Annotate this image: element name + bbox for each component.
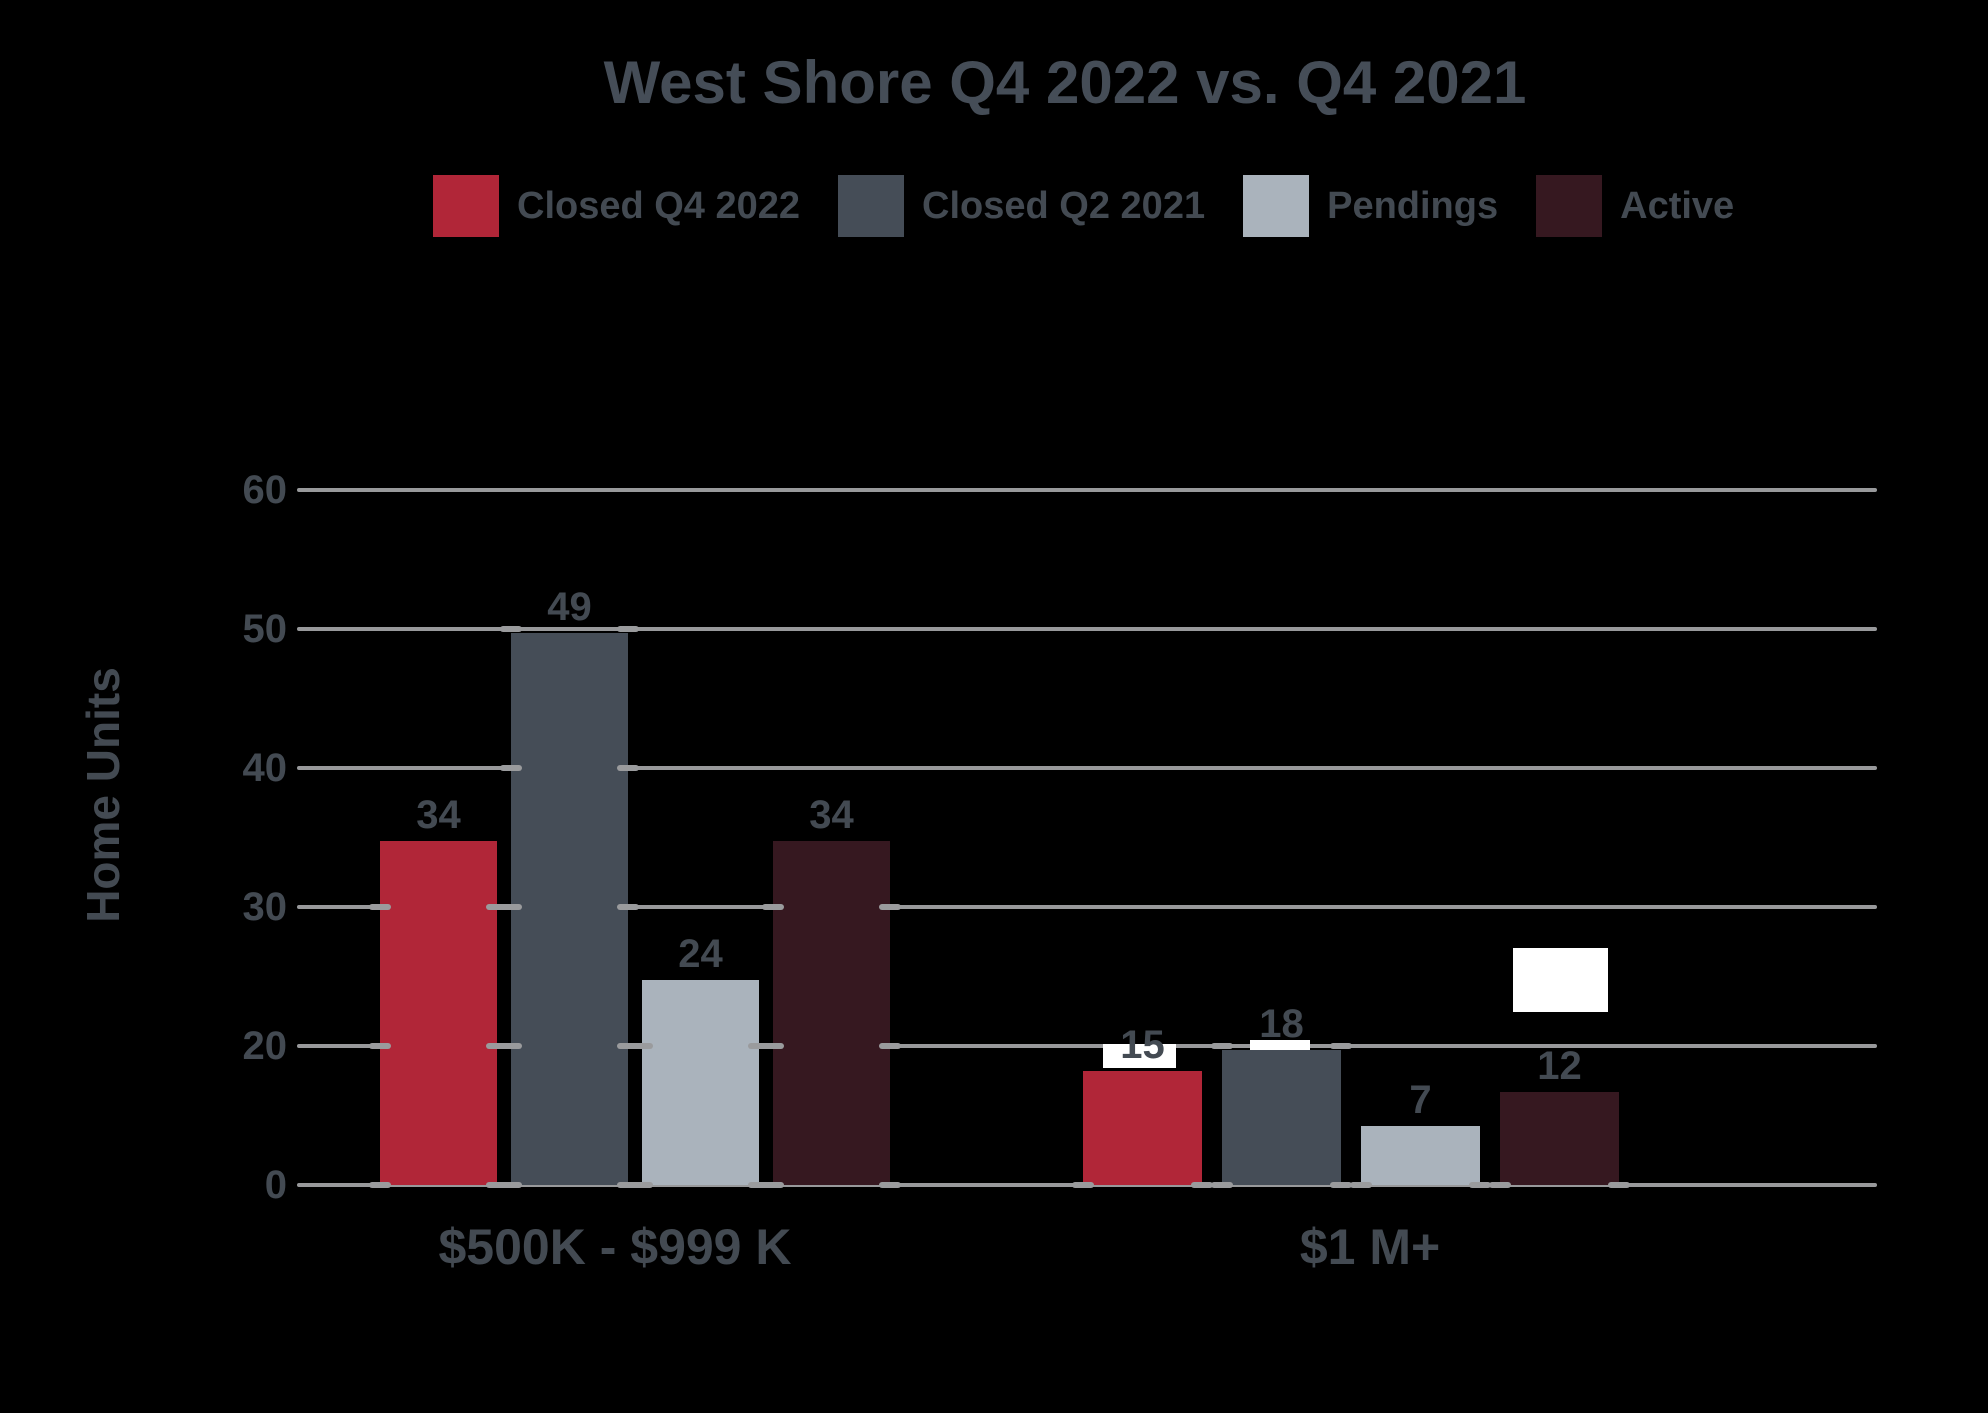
legend-label: Active bbox=[1620, 185, 1735, 227]
gridline-tick-nub bbox=[486, 1182, 508, 1188]
gridline-tick-nub bbox=[1211, 1182, 1233, 1188]
chart-title: West Shore Q4 2022 vs. Q4 2021 bbox=[603, 49, 1527, 116]
y-tick-label-60: 60 bbox=[242, 468, 288, 512]
gridline-tick-nub bbox=[879, 1182, 901, 1188]
gridline-tick-nub bbox=[1330, 1043, 1352, 1049]
gridline-tick-nub bbox=[879, 904, 901, 910]
y-tick-label-40: 40 bbox=[242, 746, 288, 790]
gridline-tick-nub bbox=[500, 626, 522, 632]
gridline-tick-nub bbox=[369, 1043, 391, 1049]
y-tick-label-0: 0 bbox=[264, 1163, 287, 1207]
gridline-tick-nub bbox=[1608, 1182, 1630, 1188]
white-redaction-box-3 bbox=[1513, 948, 1608, 1012]
legend-swatch-closed-q2-2021 bbox=[838, 175, 905, 237]
legend-label: Pendings bbox=[1327, 185, 1499, 227]
gridline-tick-nub bbox=[617, 1182, 639, 1188]
bar-pendings-500k-999-k bbox=[642, 980, 759, 1185]
gridline-tick-nub bbox=[486, 904, 508, 910]
gridline-tick-nub bbox=[762, 1043, 784, 1049]
gridline-tick-nub bbox=[1350, 1182, 1372, 1188]
x-category-label-500k-999k: $500K - $999 K bbox=[438, 1219, 792, 1275]
value-label-pendings-1-m: 7 bbox=[1409, 1078, 1432, 1123]
bar-closed-q4-2022-500k-999-k bbox=[380, 841, 497, 1185]
gridline-tick-nub bbox=[1211, 1043, 1233, 1049]
gridline-tick-nub bbox=[617, 1043, 639, 1049]
gridline-tick-nub bbox=[748, 1182, 770, 1188]
gridline-tick-nub bbox=[1072, 1182, 1094, 1188]
legend-swatch-active bbox=[1536, 175, 1603, 237]
gridline-tick-nub bbox=[1191, 1182, 1213, 1188]
gridline-40 bbox=[297, 766, 1877, 770]
gridline-tick-nub bbox=[762, 904, 784, 910]
legend-item-closed-q4-2022: Closed Q4 2022 bbox=[433, 175, 800, 237]
gridline-tick-nub bbox=[369, 1182, 391, 1188]
white-redaction-box-2 bbox=[1250, 1040, 1310, 1053]
legend-label: Closed Q4 2022 bbox=[517, 185, 801, 227]
legend-item-pendings: Pendings bbox=[1243, 175, 1498, 237]
legend-swatch-closed-q4-2022 bbox=[433, 175, 499, 237]
white-redaction-box-1 bbox=[1103, 1044, 1176, 1068]
legend-item-active: Active bbox=[1536, 175, 1734, 237]
gridline-tick-nub bbox=[500, 904, 522, 910]
gridline-tick-nub bbox=[1469, 1182, 1491, 1188]
x-category-label-1m-plus: $1 M+ bbox=[1299, 1219, 1441, 1275]
gridline-tick-nub bbox=[748, 1043, 770, 1049]
bar-active-500k-999-k bbox=[773, 841, 890, 1185]
gridline-60 bbox=[297, 488, 1877, 492]
legend-label: Closed Q2 2021 bbox=[922, 185, 1206, 227]
y-axis-title: Home Units bbox=[77, 667, 129, 923]
gridline-tick-nub bbox=[500, 1043, 522, 1049]
value-label-active-1-m: 12 bbox=[1537, 1043, 1582, 1088]
value-label-closed-q4-2022-1-m: 15 bbox=[1120, 1022, 1165, 1067]
gridline-tick-nub bbox=[631, 1043, 653, 1049]
legend-item-closed-q2-2021: Closed Q2 2021 bbox=[838, 175, 1205, 237]
y-tick-label-50: 50 bbox=[242, 607, 288, 651]
bar-closed-q2-2021-500k-999-k bbox=[511, 632, 628, 1185]
bar-closed-q4-2022-1-m bbox=[1083, 1070, 1202, 1185]
y-tick-label-20: 20 bbox=[242, 1024, 288, 1068]
gridline-tick-nub bbox=[1330, 1182, 1352, 1188]
gridline-tick-nub bbox=[369, 904, 391, 910]
value-label-active-500k-999-k: 34 bbox=[809, 793, 854, 838]
gridline-tick-nub bbox=[762, 1182, 784, 1188]
gridline-20 bbox=[297, 1044, 1877, 1048]
bar-active-1-m bbox=[1500, 1091, 1619, 1185]
gridline-tick-nub bbox=[486, 1043, 508, 1049]
gridline-tick-nub bbox=[500, 1182, 522, 1188]
gridline-tick-nub bbox=[500, 765, 522, 771]
legend-swatch-pendings bbox=[1243, 175, 1310, 237]
value-label-closed-q4-2022-500k-999-k: 34 bbox=[416, 793, 461, 838]
value-label-closed-q2-2021-1-m: 18 bbox=[1259, 1001, 1304, 1046]
value-label-pendings-500k-999-k: 24 bbox=[678, 932, 723, 977]
gridline-tick-nub bbox=[617, 765, 639, 771]
legend: Closed Q4 2022 Closed Q2 2021 Pendings A… bbox=[433, 175, 1734, 237]
bar-pendings-1-m bbox=[1361, 1126, 1480, 1185]
y-tick-label-30: 30 bbox=[242, 885, 288, 929]
gridline-tick-nub bbox=[1489, 1182, 1511, 1188]
gridline-50 bbox=[297, 627, 1877, 631]
value-label-closed-q2-2021-500k-999-k: 49 bbox=[547, 584, 592, 629]
gridline-tick-nub bbox=[879, 1043, 901, 1049]
bar-closed-q2-2021-1-m bbox=[1222, 1049, 1341, 1185]
gridline-tick-nub bbox=[631, 1182, 653, 1188]
gridline-tick-nub bbox=[617, 904, 639, 910]
gridline-tick-nub bbox=[617, 626, 639, 632]
gridline-30 bbox=[297, 905, 1877, 909]
